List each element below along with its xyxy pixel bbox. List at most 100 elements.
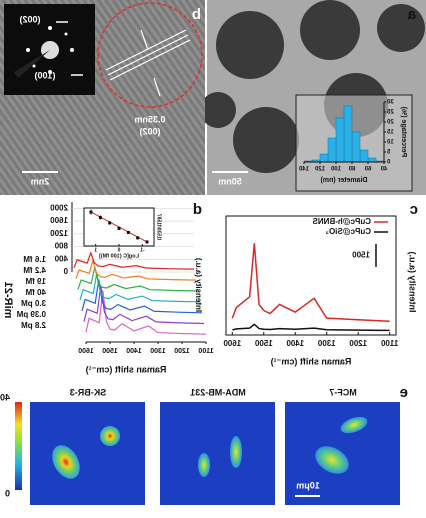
y-tick-label: 0 [386, 160, 390, 166]
point [89, 210, 93, 214]
point [108, 221, 112, 225]
legend-title: miR-21 [2, 282, 14, 319]
x-tick-label: 1100 [198, 348, 213, 355]
x-tick-label: 140 [298, 167, 309, 173]
y-tick-label: 800 [54, 242, 68, 251]
y-axis-label: Intensity (a.u.) [194, 258, 203, 313]
y-tick-label: 1600 [50, 216, 68, 225]
x-tick-label: 60 [364, 167, 371, 173]
x-tick-label: 1600 [223, 339, 241, 348]
legend-label: CuPc@h-BNNS [312, 217, 371, 226]
legend-label: CuPc@SiO₂ [325, 227, 371, 236]
legend-label: 19 fM [25, 277, 46, 286]
x-tick-label: 40 [380, 167, 387, 173]
point [145, 240, 149, 244]
x-tick-label: 1200 [174, 348, 190, 355]
y-tick-label: 5 [386, 150, 390, 156]
plot-frame [225, 215, 397, 336]
scale-label: 10μm [296, 480, 320, 490]
bar [343, 105, 353, 163]
x-tick-label: 1400 [126, 348, 142, 355]
bar [319, 153, 329, 163]
line [77, 266, 199, 292]
cell-images [30, 402, 400, 505]
line [79, 273, 201, 303]
bar [367, 157, 377, 163]
bar [351, 131, 361, 163]
bar [327, 137, 337, 163]
point [136, 236, 140, 240]
x-tick-label: 1200 [349, 339, 367, 348]
y-tick-label: 20 [386, 120, 393, 126]
y-tick-label: 10 [386, 140, 393, 146]
line [75, 258, 197, 281]
legend-label: 40 fM [25, 288, 46, 297]
line [73, 251, 195, 270]
x-tick-label: 1500 [254, 339, 272, 348]
spacing-label: 0.35nm [134, 114, 165, 124]
x-tick-label: 100 [330, 167, 341, 173]
y-tick-label: 30 [386, 100, 393, 106]
spot-label: (100) [34, 70, 55, 80]
point [117, 226, 121, 230]
y-tick-label: 400 [54, 254, 68, 263]
x-axis-label: Raman shift (cm⁻¹) [86, 364, 167, 374]
line [232, 323, 390, 332]
beam-stop [14, 50, 50, 78]
y-tick-label: 25 [386, 110, 393, 116]
line [83, 285, 205, 325]
zoom-circle [97, 2, 203, 108]
plane-label: (002) [139, 126, 160, 136]
legend-label: 2.8 pM [21, 321, 46, 330]
colorbar-max: 40 [0, 392, 10, 402]
cell-title: SK-BR-3 [70, 387, 107, 397]
point [98, 216, 102, 219]
legend-label: 3.0 pM [21, 299, 46, 308]
bar [335, 117, 345, 163]
x-tick-label: -1 [140, 247, 145, 253]
x-tick-label: 1300 [150, 348, 166, 355]
legend-label: 0.39 pM [16, 310, 46, 319]
colorbar-min: 0 [5, 488, 10, 498]
x-tick-label: 1400 [286, 339, 304, 348]
cell-title: MCF-7 [329, 387, 357, 397]
x-axis-label: Raman shift (cm⁻¹) [271, 356, 352, 366]
y-axis-label: I1530/I1587 [156, 214, 162, 241]
point [126, 230, 130, 234]
y-tick-label: 1200 [50, 229, 68, 238]
line [231, 243, 390, 322]
x-tick-label: 1 [94, 247, 97, 253]
scale-label: 2nm [31, 176, 50, 186]
colorbar [15, 402, 22, 490]
x-tick-label: 1500 [102, 348, 118, 355]
panel-label: d [193, 201, 202, 218]
panel-label: e [400, 384, 408, 401]
y-tick-label: 15 [386, 130, 393, 136]
x-tick-label: 1300 [317, 339, 335, 348]
cell-title: MDA-MB-231 [190, 387, 246, 397]
spot-label: (002) [19, 14, 40, 24]
y-axis-label: Percentage (%) [400, 107, 407, 158]
x-axis-label: Diameter (nm) [320, 177, 367, 184]
lattice-lines [105, 29, 191, 97]
line [81, 279, 203, 314]
bar [359, 149, 369, 163]
x-tick-label: 1600 [78, 348, 94, 355]
y-tick-label: 2000 [50, 203, 68, 212]
panel-label: a [407, 6, 416, 23]
legend-label: 1.6 fM [23, 255, 46, 264]
scale-bar-label: 1500 [352, 251, 370, 260]
panel-label: c [410, 201, 418, 218]
y-tick-label: 0 [63, 267, 68, 276]
x-tick-label: 120 [314, 167, 325, 173]
x-tick-label: 1100 [380, 339, 398, 348]
x-tick-label: 0 [117, 247, 120, 253]
y-axis-label: Intensity (a.u.) [408, 251, 418, 312]
scale-label: 50nm [218, 176, 242, 186]
line [85, 290, 207, 335]
x-tick-label: 80 [348, 167, 355, 173]
legend-label: 4.2 fM [23, 266, 46, 275]
x-axis-label: Log[C (100 fM)] [99, 253, 139, 259]
panel-label: b [192, 6, 201, 23]
